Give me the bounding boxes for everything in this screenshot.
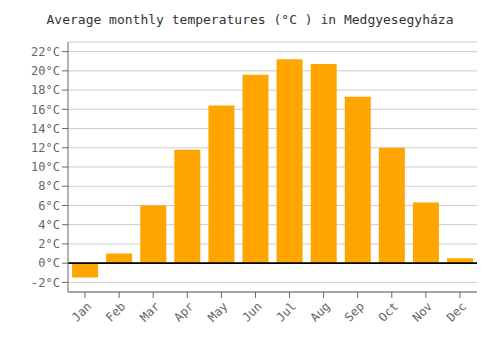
svg-text:20°C: 20°C xyxy=(31,64,60,78)
svg-text:16°C: 16°C xyxy=(31,103,60,117)
svg-text:10°C: 10°C xyxy=(31,160,60,174)
svg-text:18°C: 18°C xyxy=(31,83,60,97)
svg-text:4°C: 4°C xyxy=(38,218,60,232)
svg-text:14°C: 14°C xyxy=(31,122,60,136)
svg-text:Aug: Aug xyxy=(308,299,333,324)
svg-text:12°C: 12°C xyxy=(31,141,60,155)
svg-text:8°C: 8°C xyxy=(38,179,60,193)
svg-text:Sep: Sep xyxy=(342,299,367,324)
svg-text:6°C: 6°C xyxy=(38,199,60,213)
svg-text:22°C: 22°C xyxy=(31,45,60,59)
svg-text:2°C: 2°C xyxy=(38,237,60,251)
svg-text:Apr: Apr xyxy=(171,299,196,324)
svg-text:Jun: Jun xyxy=(239,299,264,324)
svg-text:Nov: Nov xyxy=(410,299,435,324)
svg-text:Feb: Feb xyxy=(103,299,128,324)
svg-text:Jan: Jan xyxy=(69,299,94,324)
svg-text:Mar: Mar xyxy=(137,299,162,324)
svg-text:Jul: Jul xyxy=(273,299,298,324)
svg-text:-2°C: -2°C xyxy=(31,276,60,290)
svg-text:Dec: Dec xyxy=(444,299,469,324)
svg-text:May: May xyxy=(205,299,230,324)
svg-text:Oct: Oct xyxy=(376,299,401,324)
html-text:Average monthly temperatures (: Average monthly temperatures (°C ) in Me… xyxy=(46,12,454,27)
svg-text:0°C: 0°C xyxy=(38,256,60,270)
